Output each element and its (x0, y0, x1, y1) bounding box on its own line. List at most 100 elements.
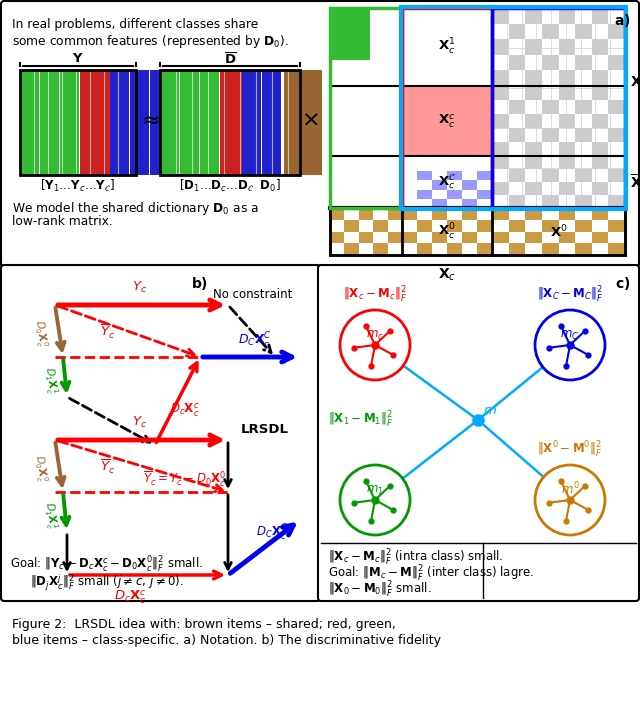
Bar (609, 100, 625, 114)
Bar (609, 23, 625, 39)
Text: $\mathbf{X}$: $\mathbf{X}$ (630, 75, 640, 89)
Bar (330, 8, 402, 208)
Bar (401, 7, 626, 209)
Bar (477, 190, 492, 199)
Bar (542, 39, 559, 55)
Bar (492, 156, 509, 169)
Bar (373, 220, 388, 231)
Text: $\mathbf{X}_c^1$: $\mathbf{X}_c^1$ (438, 37, 456, 57)
Bar (525, 142, 542, 156)
Bar (609, 244, 625, 255)
Bar (417, 220, 432, 231)
Bar (575, 55, 592, 70)
Bar (609, 220, 625, 231)
Bar (447, 190, 462, 199)
Text: In real problems, different classes share: In real problems, different classes shar… (12, 18, 259, 31)
Bar (525, 231, 542, 244)
Bar (447, 180, 462, 190)
Bar (542, 70, 559, 86)
Text: LRSDL: LRSDL (241, 423, 289, 436)
Text: $\times$: $\times$ (301, 110, 319, 130)
Bar (20, 70, 39, 175)
Bar (542, 169, 559, 182)
Bar (609, 70, 625, 86)
Bar (180, 70, 199, 175)
Bar (559, 182, 575, 195)
Bar (542, 156, 559, 169)
Bar (284, 70, 322, 175)
Text: $\mathbf{X}^0$: $\mathbf{X}^0$ (550, 223, 567, 240)
Bar (492, 8, 625, 208)
Bar (575, 195, 592, 208)
Bar (592, 208, 609, 220)
Text: $D_0\mathbf{X}_c^0$: $D_0\mathbf{X}_c^0$ (30, 318, 50, 348)
Bar (402, 8, 492, 208)
Bar (509, 231, 525, 244)
Text: $D_1\mathbf{X}_c^1$: $D_1\mathbf{X}_c^1$ (40, 501, 60, 530)
Bar (592, 23, 609, 39)
Bar (542, 8, 559, 23)
Bar (592, 142, 609, 156)
Bar (592, 195, 609, 208)
Bar (492, 231, 509, 244)
Bar (492, 128, 509, 142)
Bar (130, 70, 149, 175)
Bar (509, 55, 525, 70)
FancyBboxPatch shape (318, 265, 639, 601)
Bar (542, 182, 559, 195)
Bar (609, 182, 625, 195)
FancyBboxPatch shape (1, 265, 320, 601)
Bar (575, 39, 592, 55)
Bar (609, 8, 625, 23)
Bar (388, 231, 402, 244)
Bar (330, 8, 402, 86)
Bar (388, 208, 402, 220)
Bar (542, 244, 559, 255)
Text: $\mathbf{b)}$: $\mathbf{b)}$ (191, 275, 209, 292)
Bar (509, 208, 525, 220)
Bar (462, 171, 477, 180)
Text: $\|\mathbf{X}_c - \mathbf{M}_c\|_F^2$ (intra class) small.: $\|\mathbf{X}_c - \mathbf{M}_c\|_F^2$ (i… (328, 548, 503, 568)
Text: $\overline{\mathbf{D}}$: $\overline{\mathbf{D}}$ (223, 52, 237, 67)
Bar (432, 244, 447, 255)
Bar (492, 100, 509, 114)
Bar (609, 208, 625, 220)
Bar (417, 208, 432, 220)
Bar (509, 156, 525, 169)
Text: $\mathbf{X}_{\mathcal{C}}$: $\mathbf{X}_{\mathcal{C}}$ (549, 0, 568, 3)
Bar (462, 220, 477, 231)
Bar (509, 114, 525, 128)
Bar (575, 208, 592, 220)
Bar (542, 231, 559, 244)
Bar (575, 114, 592, 128)
Bar (575, 156, 592, 169)
Bar (575, 169, 592, 182)
Bar (447, 244, 462, 255)
Bar (20, 70, 136, 175)
Bar (492, 8, 509, 23)
Bar (344, 244, 359, 255)
Text: $\|\mathbf{X}^0 - \mathbf{M}^0\|_F^2$: $\|\mathbf{X}^0 - \mathbf{M}^0\|_F^2$ (538, 440, 603, 460)
Text: blue items – class-specific. a) Notation. b) The discriminative fidelity: blue items – class-specific. a) Notation… (12, 634, 441, 647)
Bar (492, 114, 509, 128)
Bar (609, 114, 625, 128)
Bar (150, 70, 169, 175)
Bar (559, 70, 575, 86)
Bar (509, 70, 525, 86)
Bar (559, 39, 575, 55)
Bar (525, 156, 542, 169)
Bar (447, 220, 462, 231)
Bar (402, 231, 417, 244)
Bar (592, 220, 609, 231)
Bar (559, 8, 575, 23)
Text: $\overline{Y}_c$: $\overline{Y}_c$ (100, 323, 115, 342)
Bar (575, 142, 592, 156)
Bar (432, 199, 447, 208)
Bar (110, 70, 129, 175)
Bar (542, 55, 559, 70)
Bar (542, 86, 559, 100)
Bar (492, 182, 509, 195)
Bar (559, 231, 575, 244)
Bar (447, 171, 462, 180)
Text: $\mathbf{Y}$: $\mathbf{Y}$ (72, 52, 84, 65)
